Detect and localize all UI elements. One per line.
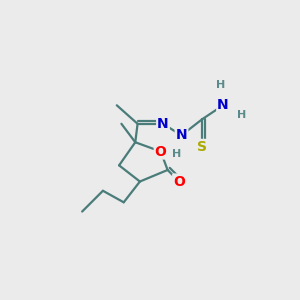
- Text: H: H: [237, 110, 246, 119]
- Text: N: N: [157, 117, 169, 131]
- Text: S: S: [197, 140, 207, 154]
- Text: N: N: [176, 128, 187, 142]
- Text: H: H: [172, 149, 182, 159]
- Text: H: H: [216, 80, 225, 89]
- Text: O: O: [173, 175, 185, 188]
- Text: O: O: [155, 145, 167, 158]
- Text: N: N: [217, 98, 229, 112]
